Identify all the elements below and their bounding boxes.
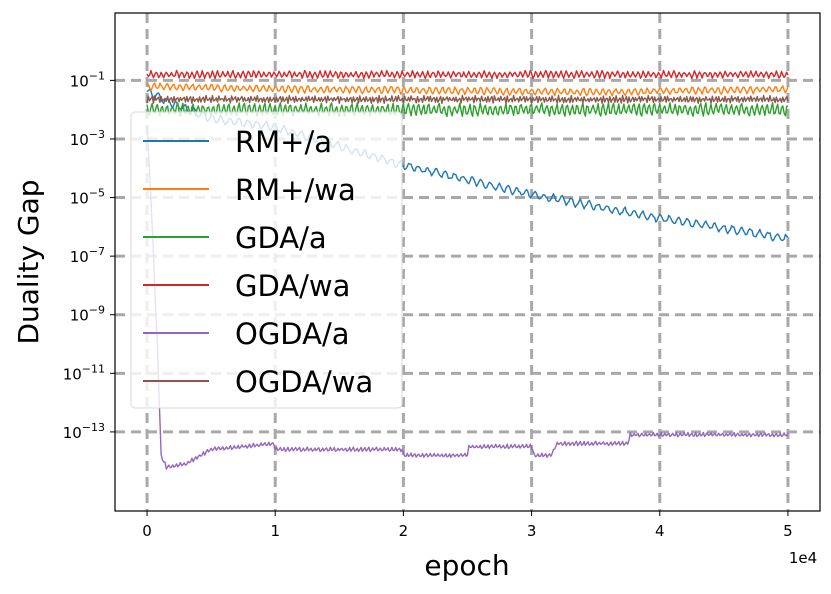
series-line-ogda-wa <box>146 94 789 105</box>
legend: RM+/a RM+/wa GDA/a GDA/wa OGDA/a OGDA/wa <box>130 111 403 409</box>
y-tick-label: 10−5 <box>70 187 105 208</box>
legend-label: RM+/a <box>235 125 332 159</box>
legend-label: GDA/wa <box>235 269 350 303</box>
x-tick-label: 3 <box>527 522 537 540</box>
y-axis-label: Duality Gap <box>12 179 45 344</box>
y-tick-label: 10−1 <box>70 69 105 90</box>
x-axis-ticks: 0 1 2 3 4 5 <box>142 511 793 540</box>
legend-label: RM+/wa <box>235 173 356 207</box>
legend-label: OGDA/wa <box>235 365 373 399</box>
plot-frame <box>114 12 821 512</box>
series-line-gda-wa <box>146 69 789 80</box>
series-line-rm-wa <box>146 82 789 97</box>
x-offset-label: 1e4 <box>789 549 817 567</box>
y-tick-label: 10−13 <box>63 421 105 442</box>
x-tick-label: 1 <box>270 522 280 540</box>
y-tick-label: 10−3 <box>70 128 105 149</box>
series-line-ogda-a <box>146 125 789 470</box>
y-tick-label: 10−7 <box>70 245 105 266</box>
x-axis-label: epoch <box>424 549 509 582</box>
x-tick-label: 5 <box>783 522 793 540</box>
x-tick-label: 4 <box>655 522 665 540</box>
legend-label: GDA/a <box>235 221 327 255</box>
series-line-gda-a <box>146 102 789 118</box>
y-tick-label: 10−9 <box>70 304 105 325</box>
y-tick-label: 10−11 <box>63 362 105 383</box>
legend-label: OGDA/a <box>235 317 350 351</box>
x-tick-label: 0 <box>142 522 152 540</box>
x-tick-label: 2 <box>399 522 409 540</box>
y-axis-ticks: 10−1 10−3 10−5 10−7 10−9 10−11 10−13 <box>63 69 115 442</box>
